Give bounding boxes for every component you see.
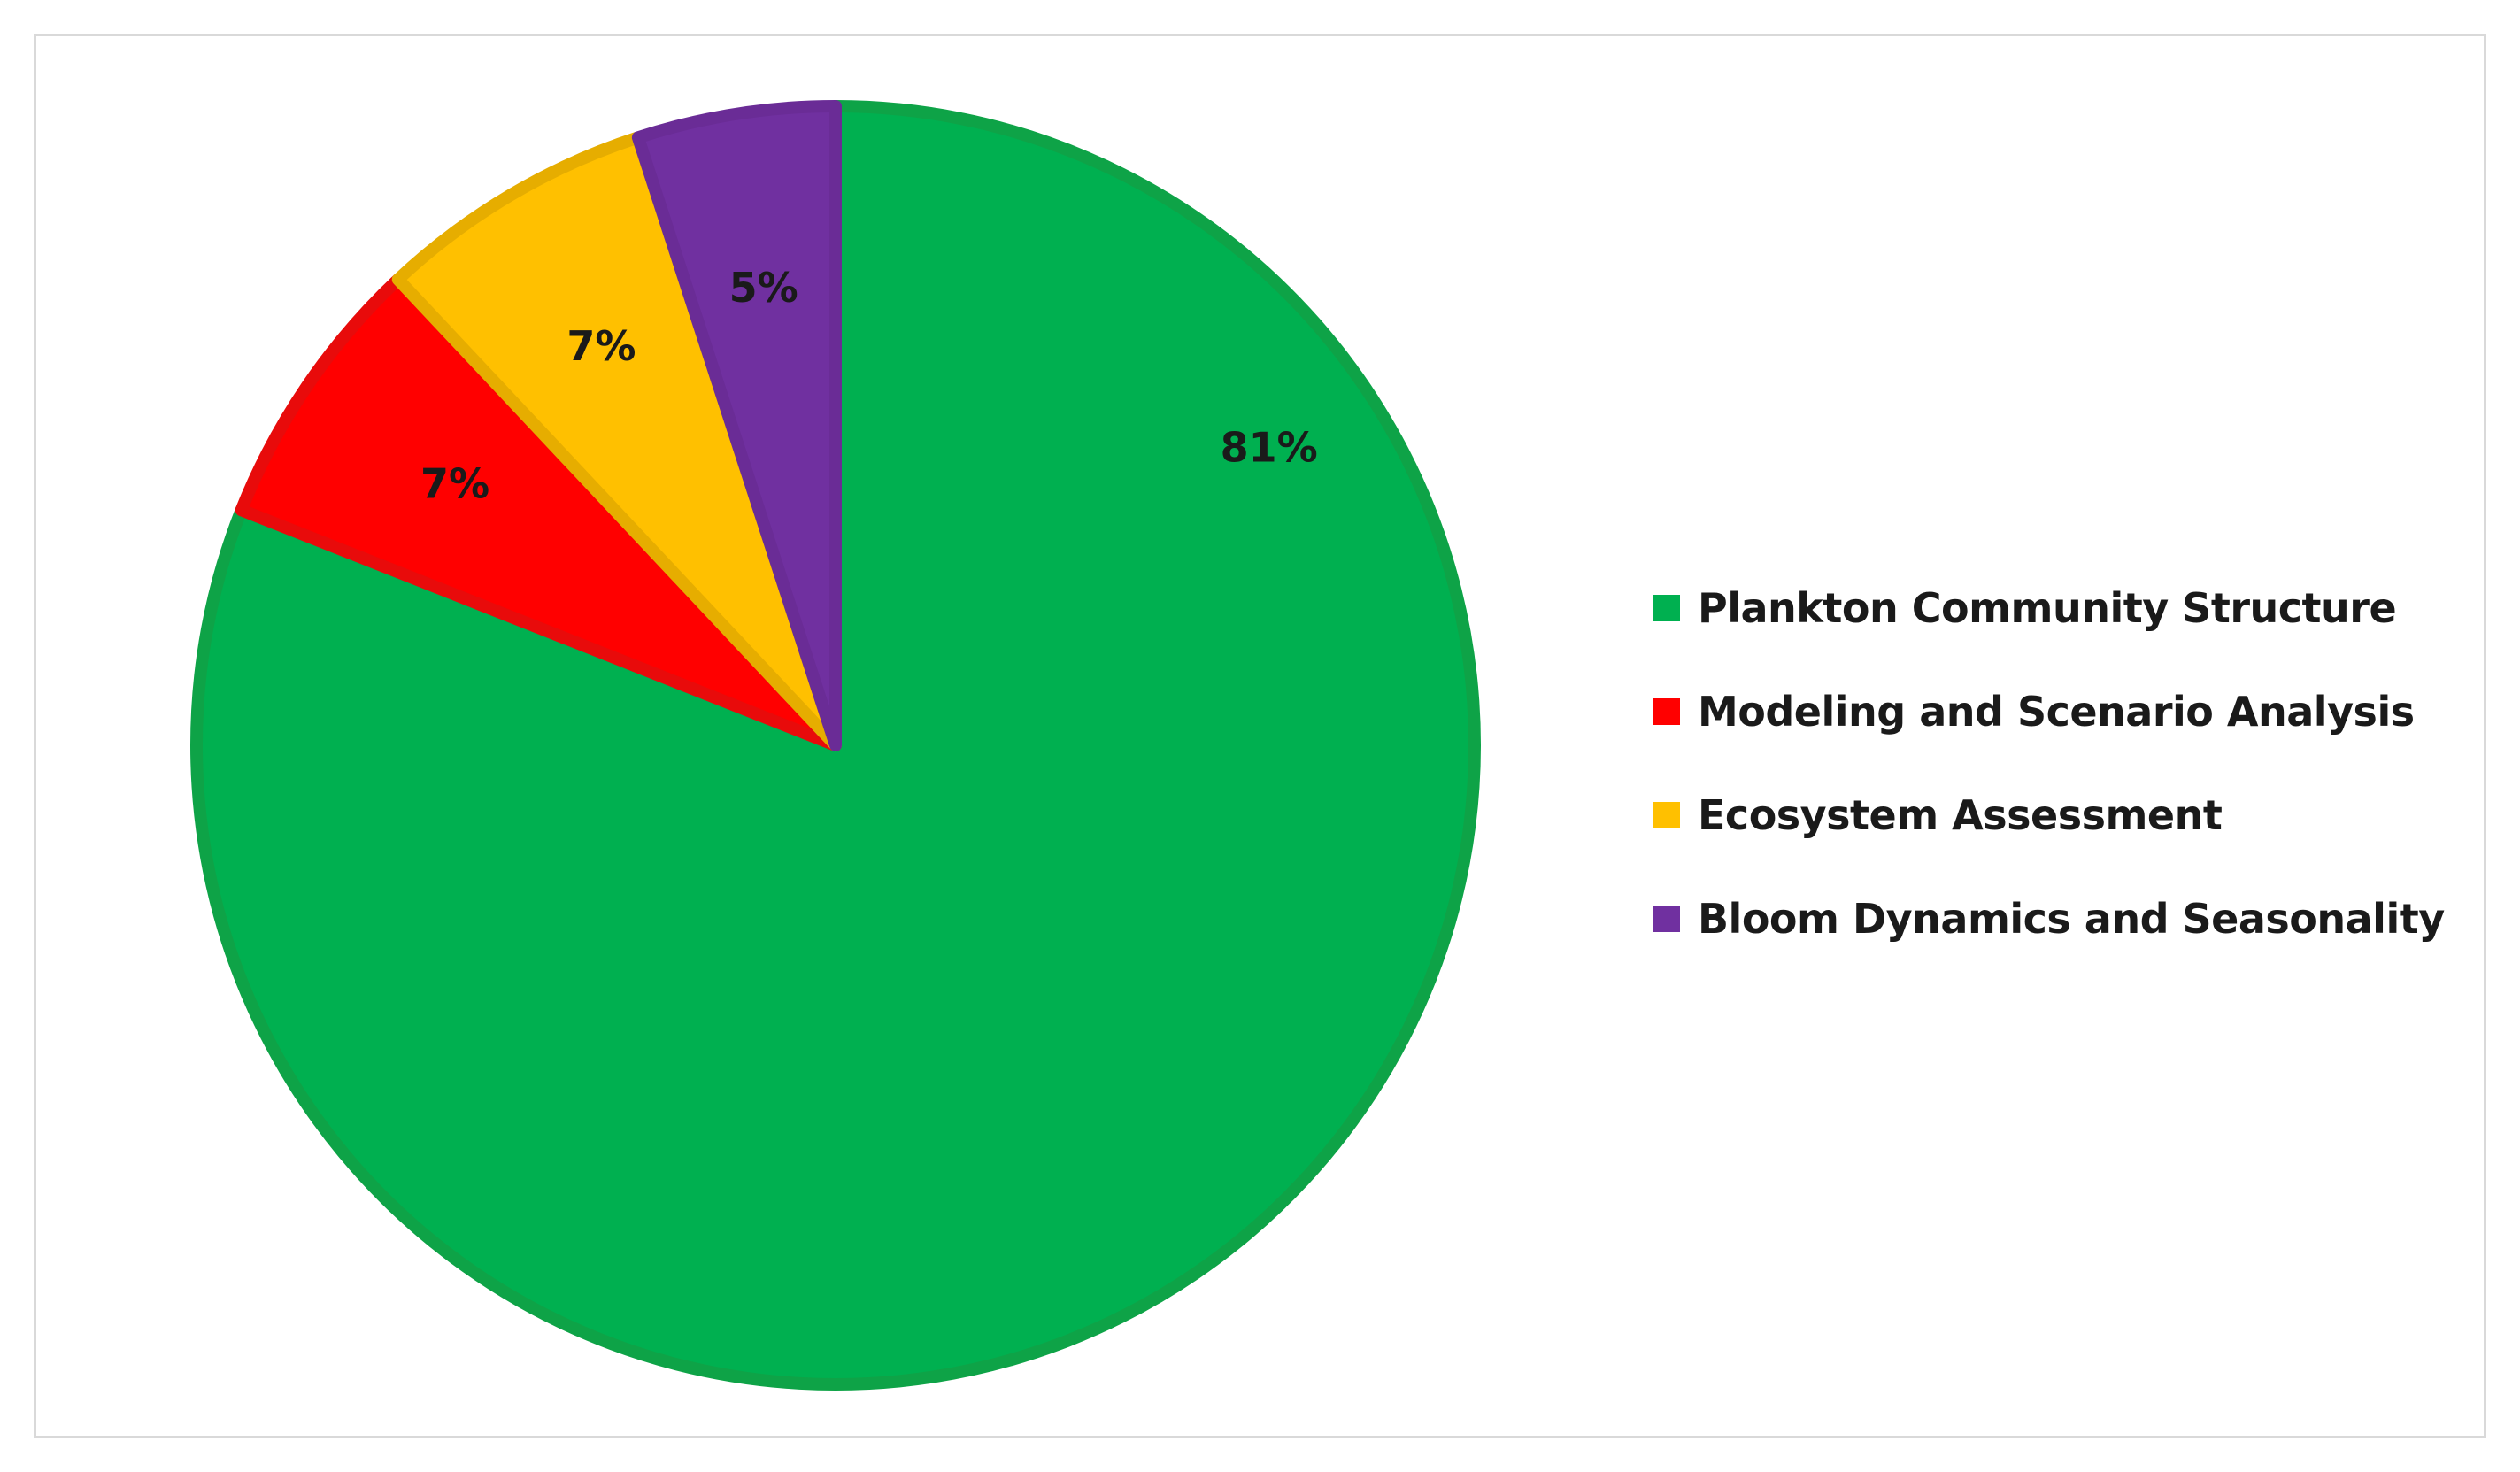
legend-item-modeling-and-scenario-analysis: Modeling and Scenario Analysis: [1653, 659, 2445, 763]
pie-label-bloom-dynamics-and-seasonality: 5%: [729, 264, 798, 312]
pie-slice-labels: 81% 7% 7% 5%: [420, 264, 1318, 507]
pie-slice-bloom-dynamics-and-seasonality: [631, 100, 842, 751]
pie-label-plankton-community-structure: 81%: [1221, 424, 1318, 472]
legend-swatch-ecosystem-assessment: [1653, 801, 1680, 828]
pie-label-modeling-and-scenario-analysis: 7%: [420, 459, 489, 507]
pie-label-ecosystem-assessment: 7%: [566, 322, 636, 370]
legend-item-ecosystem-assessment: Ecosystem Assessment: [1653, 763, 2445, 867]
legend-swatch-plankton-community-structure: [1653, 594, 1680, 621]
legend-label-bloom-dynamics-and-seasonality: Bloom Dynamics and Seasonality: [1698, 894, 2445, 943]
pie-slice-ecosystem-assessment: [391, 131, 842, 751]
legend-swatch-modeling-and-scenario-analysis: [1653, 697, 1680, 725]
legend-item-plankton-community-structure: Plankton Community Structure: [1653, 556, 2445, 659]
legend-label-modeling-and-scenario-analysis: Modeling and Scenario Analysis: [1698, 687, 2415, 736]
pie-slice-modeling-and-scenario-analysis: [235, 273, 842, 751]
legend-label-plankton-community-structure: Plankton Community Structure: [1698, 583, 2397, 632]
legend: Plankton Community Structure Modeling and…: [1653, 556, 2445, 970]
legend-swatch-bloom-dynamics-and-seasonality: [1653, 905, 1680, 932]
legend-label-ecosystem-assessment: Ecosystem Assessment: [1698, 790, 2223, 839]
legend-item-bloom-dynamics-and-seasonality: Bloom Dynamics and Seasonality: [1653, 867, 2445, 970]
pie-slices: [190, 100, 1481, 1391]
